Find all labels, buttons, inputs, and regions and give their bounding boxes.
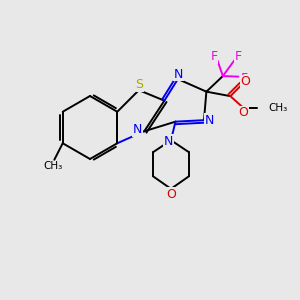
Text: S: S xyxy=(135,78,143,91)
Text: CH₃: CH₃ xyxy=(268,103,287,112)
Text: O: O xyxy=(238,106,248,119)
Text: N: N xyxy=(174,68,183,81)
Text: O: O xyxy=(166,188,176,201)
Text: N: N xyxy=(133,123,142,136)
Text: N: N xyxy=(205,114,214,127)
Text: O: O xyxy=(240,75,250,88)
Text: CH₃: CH₃ xyxy=(43,161,62,171)
Text: F: F xyxy=(234,50,242,63)
Text: F: F xyxy=(240,72,247,85)
Text: F: F xyxy=(210,50,218,63)
Text: N: N xyxy=(164,135,173,148)
